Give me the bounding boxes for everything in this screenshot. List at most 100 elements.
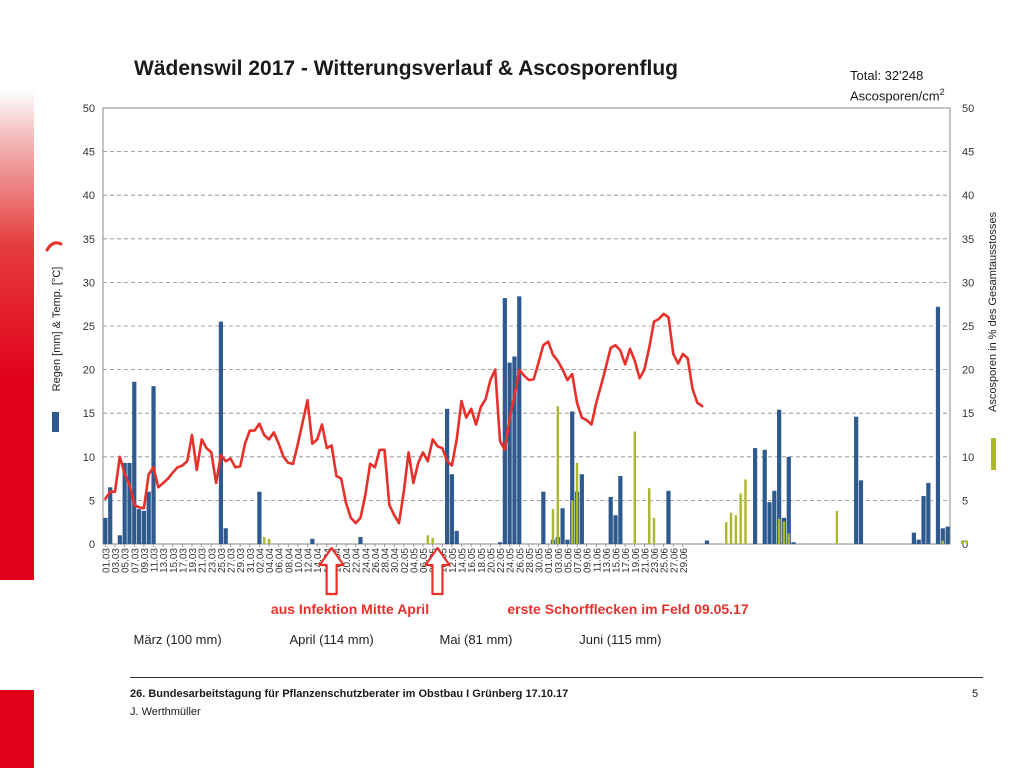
x-tick-label: 22.04	[352, 548, 363, 573]
y-tick-label-right: 45	[962, 147, 974, 159]
x-tick-label: 21.03	[198, 548, 209, 573]
y-tick-label-right: 25	[962, 321, 974, 333]
rain-bar	[752, 448, 758, 544]
annotation-text: erste Schorfflecken im Feld 09.05.17	[507, 601, 748, 617]
ascospore-bar	[835, 510, 839, 544]
y-tick-label-right: 15	[962, 408, 974, 420]
rain-bar	[916, 539, 921, 544]
x-tick-label: 12.04	[304, 548, 315, 573]
y-tick-label-right: 30	[962, 277, 974, 289]
y-tick-label-left: 30	[83, 277, 95, 289]
rain-bar	[608, 496, 613, 544]
ascospore-bar	[777, 518, 781, 544]
x-tick-label: 02.04	[255, 548, 266, 573]
ascospore-bar	[652, 517, 656, 544]
sidebar-gradient-bar	[0, 90, 34, 580]
ascospore-bar	[729, 512, 733, 544]
x-tick-label: 28.04	[381, 548, 392, 573]
annotation-arrow-up-icon	[318, 546, 345, 596]
y-tick-label-right: 0	[962, 539, 968, 551]
x-tick-label: 26.04	[371, 548, 382, 573]
rain-bar	[517, 296, 522, 544]
ascospore-bar	[965, 540, 969, 544]
x-tick-label: 21.06	[640, 548, 651, 573]
rain-bar	[772, 490, 777, 544]
rain-bar	[565, 539, 570, 544]
ascospore-bar	[551, 509, 555, 544]
footer-divider	[130, 677, 983, 678]
y-tick-label-left: 10	[83, 452, 95, 464]
chart-title: Wädenswil 2017 - Witterungsverlauf & Asc…	[134, 57, 678, 80]
ascospore-bar	[633, 431, 636, 544]
footer-event: 26. Bundesarbeitstagung für Pflanzenschu…	[130, 688, 569, 700]
rain-bar	[151, 386, 156, 544]
x-tick-label: 03.03	[111, 548, 122, 573]
x-tick-label: 05.06	[563, 548, 574, 573]
x-tick-label: 14.05	[458, 548, 469, 573]
x-tick-label: 13.03	[159, 548, 170, 573]
y-tick-label-left: 45	[83, 147, 95, 159]
rain-bar	[854, 416, 859, 544]
ascospore-bar	[575, 462, 579, 544]
x-tick-label: 06.04	[275, 548, 286, 573]
month-label: April (114 mm)	[289, 632, 373, 647]
rain-bar	[108, 487, 113, 544]
rain-bar	[141, 510, 147, 544]
ascospore-bar	[941, 540, 944, 544]
ascospore-bar	[744, 479, 747, 544]
ascospore-bar	[426, 535, 430, 544]
ascospore-bar	[739, 493, 742, 544]
rain-bar	[935, 306, 941, 544]
ascospore-bar	[556, 406, 559, 544]
x-tick-label: 19.06	[631, 548, 642, 573]
x-tick-label: 24.05	[506, 548, 517, 573]
x-tick-label: 02.05	[400, 548, 411, 573]
ascospore-bar	[787, 533, 790, 544]
rain-bar	[507, 362, 512, 544]
y-tick-label-left: 20	[83, 365, 95, 377]
rain-bar	[122, 462, 127, 544]
rain-bar	[136, 509, 142, 544]
rain-bar	[310, 538, 315, 544]
rain-bar	[926, 482, 931, 544]
legend-ascospore-swatch	[991, 438, 996, 470]
rain-bar	[613, 515, 618, 544]
x-tick-label: 05.03	[121, 548, 132, 573]
rain-bar	[132, 381, 137, 544]
month-label: März (100 mm)	[134, 632, 222, 647]
y-tick-label-right: 40	[962, 190, 974, 202]
total-ascospores: Total: 32'248 Ascosporen/cm2	[850, 67, 945, 104]
x-tick-label: 10.04	[294, 548, 305, 573]
total-line-1: Total: 32'248	[850, 68, 924, 83]
x-tick-label: 08.04	[284, 548, 295, 573]
rain-bar	[449, 474, 455, 544]
x-tick-label: 07.03	[130, 548, 141, 573]
rain-bar	[579, 474, 584, 544]
x-tick-label: 27.03	[227, 548, 238, 573]
y-tick-label-left: 40	[83, 190, 95, 202]
x-tick-label: 07.06	[573, 548, 584, 573]
x-tick-label: 09.03	[140, 548, 151, 573]
x-tick-label: 22.05	[496, 548, 507, 573]
annotation-text: aus Infektion Mitte April	[271, 601, 429, 617]
rain-bar	[921, 496, 926, 544]
rain-bar	[786, 456, 791, 544]
x-tick-label: 29.03	[236, 548, 247, 573]
temperature-line	[104, 312, 704, 525]
x-tick-label: 16.05	[467, 548, 478, 573]
y-tick-label-left: 25	[83, 321, 95, 333]
rain-bar	[502, 298, 507, 544]
rain-bar	[704, 540, 710, 544]
footer-author: J. Werthmüller	[130, 706, 201, 718]
ascospore-bar	[431, 537, 434, 544]
rain-bar	[127, 462, 132, 544]
total-line-2: Ascosporen/cm2	[850, 84, 945, 104]
sidebar-red-bar	[0, 690, 34, 768]
x-tick-label: 04.04	[265, 548, 276, 573]
rain-bar	[777, 409, 782, 544]
y-tick-label-right: 50	[962, 103, 974, 115]
total-unit-exponent: 2	[939, 87, 945, 97]
rain-bar	[791, 542, 796, 544]
